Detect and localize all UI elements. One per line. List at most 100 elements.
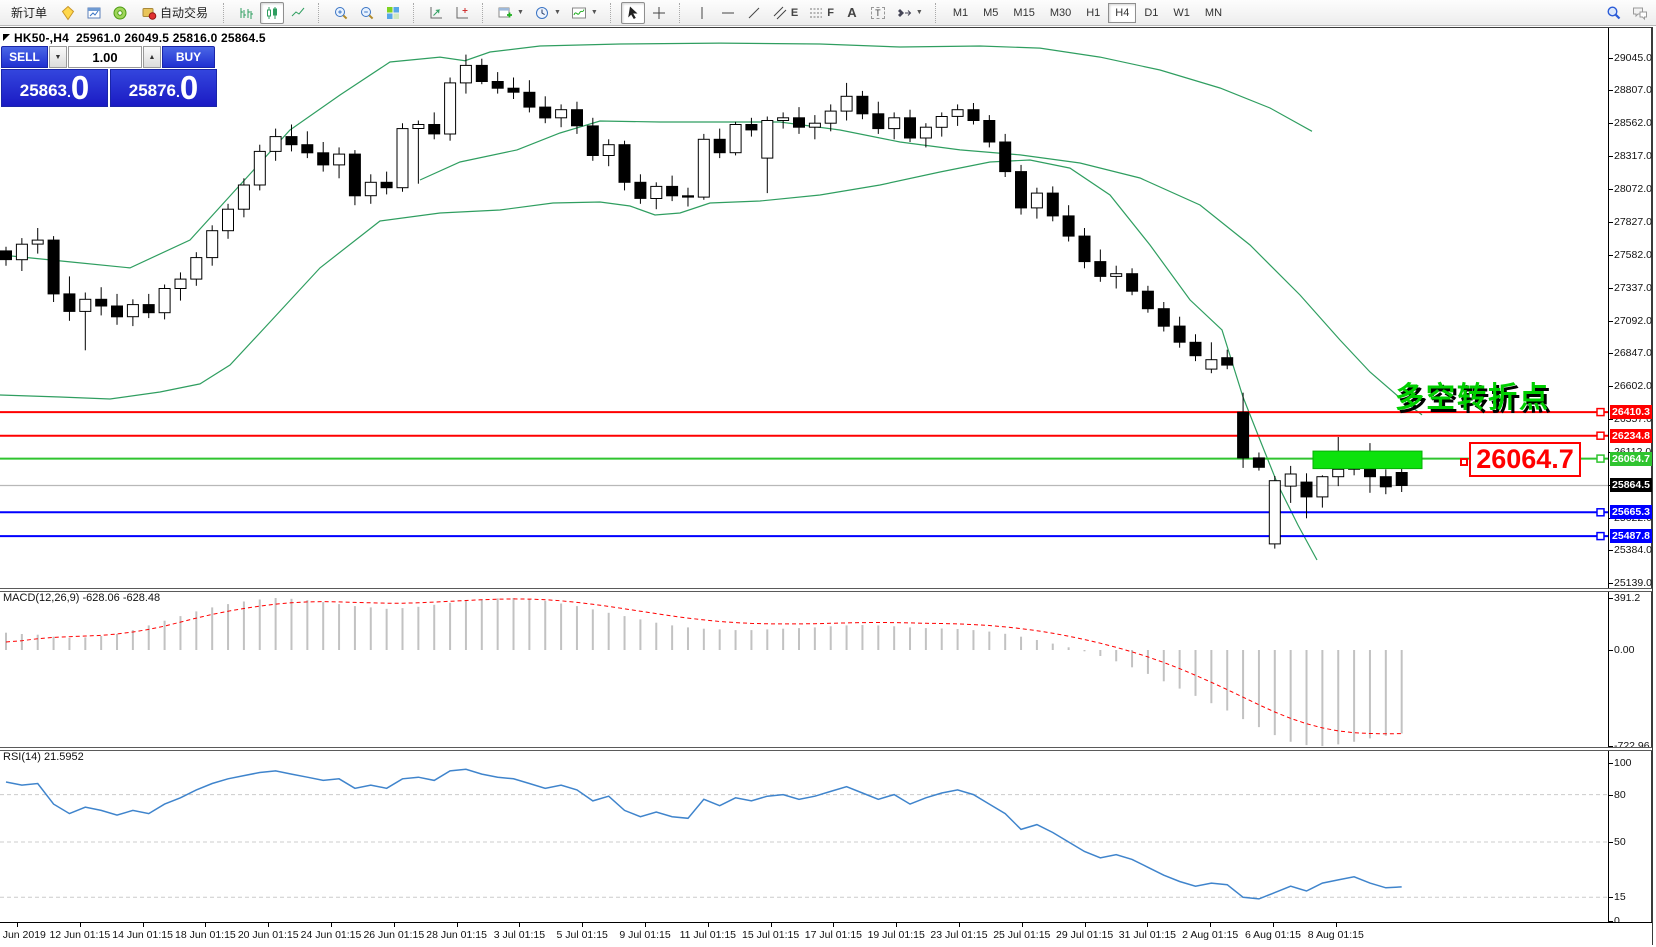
toolbar-separator: [223, 2, 228, 23]
bull-candle: [31, 239, 44, 245]
axis-tick: [456, 923, 458, 927]
gem-button[interactable]: [56, 2, 80, 24]
bull-candle: [1110, 273, 1123, 277]
terminal-button[interactable]: [82, 2, 106, 24]
bull-candle: [888, 117, 901, 130]
tab-timeframe-m5[interactable]: M5: [976, 3, 1005, 23]
zoom-in-icon: [335, 6, 348, 19]
trendline-button[interactable]: [742, 2, 766, 24]
line-end-marker: [1596, 508, 1605, 517]
time-tick-label: 2 Aug 01:15: [1182, 929, 1239, 941]
rectangle-object[interactable]: [1312, 450, 1423, 470]
zoom-out-button[interactable]: [355, 2, 379, 24]
price-level-label: 25665.3: [1610, 505, 1652, 520]
new-chart-button[interactable]: ▼: [493, 2, 528, 24]
price-axis[interactable]: 29045.0 28807.0 28562.0 28317.0 28072.0 27827…: [1608, 28, 1652, 927]
tile-windows-button[interactable]: [381, 2, 405, 24]
time-tick-label: 28 Jun 01:15: [426, 929, 487, 941]
line-end-marker: [1596, 431, 1605, 440]
auto-trading-button[interactable]: 自动交易: [134, 2, 215, 24]
axis-tick: [1609, 794, 1613, 796]
search-button[interactable]: [1602, 2, 1626, 24]
rsi-pane[interactable]: [0, 750, 1608, 922]
tab-timeframe-m15[interactable]: M15: [1006, 3, 1041, 23]
new-order-button[interactable]: 新订单: [4, 2, 54, 24]
buy-button[interactable]: BUY: [162, 46, 215, 68]
signal-icon: [113, 6, 127, 19]
main-chart-pane[interactable]: [0, 28, 1608, 590]
track-price-button[interactable]: [450, 2, 474, 24]
tab-timeframe-w1[interactable]: W1: [1166, 3, 1197, 23]
arrange-charts-button[interactable]: [424, 2, 448, 24]
tab-timeframe-mn[interactable]: MN: [1198, 3, 1229, 23]
axis-tick: [1210, 923, 1212, 927]
bull-candle: [364, 181, 377, 197]
fibonacci-icon: [810, 8, 823, 17]
price-tick-label: 100: [1614, 757, 1632, 769]
fibonacci-button[interactable]: F: [804, 2, 838, 24]
bear-candle: [999, 141, 1012, 173]
price-tick-label: 28072.0: [1614, 182, 1652, 195]
tab-timeframe-h4[interactable]: H4: [1108, 2, 1137, 23]
price-tick-label: 28562.0: [1614, 116, 1652, 129]
candlestick-chart-button[interactable]: [260, 1, 285, 24]
arrows-button[interactable]: ▼: [892, 2, 927, 24]
horizontal-line-button[interactable]: [716, 2, 740, 24]
price-level-label: 26410.3: [1610, 405, 1652, 420]
volume-increase-button[interactable]: ▲: [143, 46, 161, 68]
buy-price-button[interactable]: 25876. 0: [110, 69, 217, 107]
line-end-marker: [1596, 454, 1605, 463]
sell-button[interactable]: SELL: [1, 46, 48, 68]
bar-chart-button[interactable]: [234, 2, 258, 24]
toolbar-separator: [482, 2, 487, 23]
macd-value-main: -628.06: [82, 592, 120, 604]
period-clock-button[interactable]: ▼: [530, 2, 565, 24]
volume-decrease-button[interactable]: ▼: [49, 46, 67, 68]
bear-candle: [475, 64, 488, 83]
pane-divider[interactable]: [0, 588, 1652, 592]
text-button[interactable]: A: [840, 2, 864, 24]
label-button[interactable]: T: [866, 2, 890, 24]
macd-pane[interactable]: [0, 591, 1608, 747]
bear-candle: [0, 250, 12, 261]
zoom-in-button[interactable]: [329, 2, 353, 24]
turning-point-annotation[interactable]: 多空转折点: [1394, 382, 1550, 414]
channel-button[interactable]: E: [768, 2, 802, 24]
volume-input[interactable]: [68, 46, 142, 68]
sell-price-button[interactable]: 25863. 0: [1, 69, 108, 107]
track-price-icon: [456, 6, 469, 18]
axis-tick: [1609, 58, 1613, 59]
one-click-trading-panel: SELL ▼ ▲ BUY 25863.0 25876.0: [1, 46, 217, 107]
indicators-button[interactable]: ▼: [567, 2, 602, 24]
vertical-line-button[interactable]: [690, 2, 714, 24]
bull-candle: [126, 304, 139, 318]
line-chart-button[interactable]: [286, 2, 310, 24]
open-value: 25961.0: [76, 31, 121, 45]
crosshair-button[interactable]: [647, 2, 671, 24]
bull-candle: [190, 257, 203, 280]
price-callout-label[interactable]: 26064.7: [1469, 442, 1581, 477]
bear-candle: [1141, 290, 1154, 310]
axis-tick: [1609, 221, 1613, 223]
bull-candle: [777, 117, 790, 122]
tab-timeframe-m30[interactable]: M30: [1043, 3, 1078, 23]
bull-candle: [79, 298, 92, 312]
axis-tick: [896, 923, 898, 927]
bull-candle: [253, 150, 266, 186]
tab-timeframe-m1[interactable]: M1: [946, 3, 975, 23]
pane-divider[interactable]: [0, 747, 1652, 751]
axis-tick: [1609, 583, 1613, 584]
bear-candle: [348, 153, 361, 197]
bear-candle: [1221, 357, 1234, 366]
chart-collapse-icon[interactable]: [3, 34, 10, 41]
bull-candle: [935, 116, 948, 128]
signal-button[interactable]: [108, 2, 132, 24]
cursor-button[interactable]: [620, 1, 645, 24]
tab-timeframe-h1[interactable]: H1: [1079, 3, 1107, 23]
bear-candle: [666, 185, 679, 197]
chat-button[interactable]: [1628, 2, 1652, 24]
axis-tick: [1609, 419, 1613, 421]
bull-candle: [808, 122, 821, 128]
tab-timeframe-d1[interactable]: D1: [1137, 3, 1165, 23]
